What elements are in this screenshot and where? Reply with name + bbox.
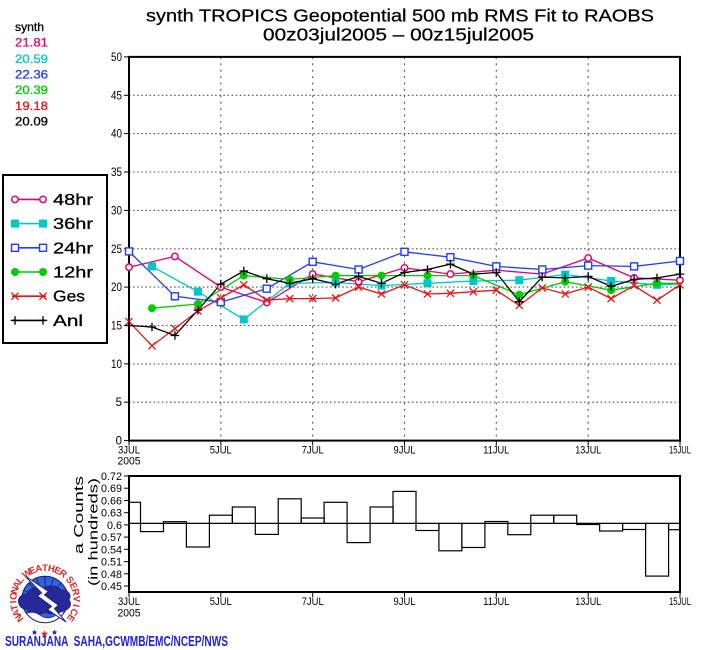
svg-text:22.36: 22.36 — [15, 68, 48, 82]
svg-text:15JUL: 15JUL — [669, 596, 691, 608]
svg-text:0.57: 0.57 — [101, 532, 122, 544]
svg-text:E: E — [28, 564, 39, 577]
svg-text:L: L — [14, 575, 26, 587]
svg-text:9JUL: 9JUL — [394, 445, 416, 457]
svg-text:O: O — [8, 591, 20, 600]
svg-text:E: E — [67, 581, 80, 592]
svg-text:A: A — [11, 607, 24, 618]
svg-text:35: 35 — [111, 167, 122, 179]
svg-text:I: I — [70, 603, 81, 608]
svg-text:45: 45 — [111, 90, 122, 102]
svg-text:00z03jul2005 – 00z15jul2005: 00z03jul2005 – 00z15jul2005 — [263, 25, 534, 45]
svg-text:15: 15 — [111, 321, 122, 333]
svg-text:0.6: 0.6 — [107, 520, 122, 532]
svg-text:3JUL: 3JUL — [118, 596, 140, 608]
svg-text:synth: synth — [15, 20, 44, 34]
svg-text:24hr: 24hr — [53, 240, 94, 257]
svg-text:0.63: 0.63 — [101, 508, 122, 520]
svg-text:10: 10 — [111, 359, 122, 371]
svg-text:R: R — [69, 588, 81, 597]
svg-text:V: V — [70, 596, 81, 603]
svg-text:a Counts: a Counts — [72, 476, 86, 554]
svg-text:20.09: 20.09 — [15, 115, 48, 129]
svg-text:25: 25 — [111, 244, 122, 256]
svg-text:0.48: 0.48 — [101, 569, 122, 581]
svg-text:synth TROPICS Geopotential 500: synth TROPICS Geopotential 500 mb RMS Fi… — [146, 6, 654, 26]
svg-text:2005: 2005 — [118, 456, 141, 468]
svg-text:20: 20 — [111, 282, 122, 294]
svg-text:13JUL: 13JUL — [575, 445, 601, 457]
svg-text:48hr: 48hr — [53, 192, 94, 209]
svg-text:20.39: 20.39 — [15, 83, 48, 97]
svg-text:11JUL: 11JUL — [483, 445, 509, 457]
svg-text:0: 0 — [116, 436, 122, 448]
svg-text:A: A — [11, 580, 24, 591]
svg-text:7JUL: 7JUL — [302, 596, 324, 608]
svg-text:5: 5 — [116, 397, 122, 409]
svg-text:21.81: 21.81 — [15, 35, 48, 49]
svg-text:H: H — [47, 563, 56, 575]
svg-text:T: T — [42, 563, 48, 574]
svg-text:0.51: 0.51 — [101, 557, 122, 569]
svg-text:Anl: Anl — [53, 313, 83, 330]
svg-text:5JUL: 5JUL — [210, 596, 232, 608]
svg-text:40: 40 — [111, 129, 122, 141]
svg-text:11JUL: 11JUL — [483, 596, 509, 608]
svg-text:30: 30 — [111, 205, 122, 217]
svg-text:T: T — [9, 603, 21, 612]
svg-text:3JUL: 3JUL — [118, 445, 140, 457]
svg-text:0.69: 0.69 — [101, 483, 122, 495]
svg-text:2005: 2005 — [118, 608, 141, 620]
svg-text:13JUL: 13JUL — [575, 596, 601, 608]
svg-text:0.66: 0.66 — [101, 496, 122, 508]
svg-text:0.45: 0.45 — [101, 581, 122, 593]
svg-text:19.18: 19.18 — [15, 99, 48, 113]
svg-text:(in hundreds): (in hundreds) — [87, 478, 101, 586]
svg-text:0.54: 0.54 — [101, 544, 122, 556]
svg-text:50: 50 — [111, 52, 122, 64]
svg-text:36hr: 36hr — [53, 216, 94, 233]
svg-text:9JUL: 9JUL — [394, 596, 416, 608]
svg-text:0.72: 0.72 — [101, 471, 122, 483]
svg-text:N: N — [9, 586, 22, 596]
svg-text:Ges: Ges — [53, 289, 85, 306]
svg-text:5JUL: 5JUL — [210, 445, 232, 457]
svg-text:A: A — [34, 563, 43, 575]
svg-text:7JUL: 7JUL — [302, 445, 324, 457]
svg-text:C: C — [67, 607, 80, 618]
svg-text:I: I — [8, 600, 19, 604]
svg-text:15JUL: 15JUL — [669, 445, 691, 457]
svg-text:E: E — [52, 565, 63, 578]
svg-text:12hr: 12hr — [53, 265, 94, 282]
svg-text:20.59: 20.59 — [15, 52, 48, 66]
svg-text:SURANJANA SAHA,GCWMB/EMC/NCEP: SURANJANA SAHA,GCWMB/EMC/NCEP/NWS — [5, 633, 228, 650]
